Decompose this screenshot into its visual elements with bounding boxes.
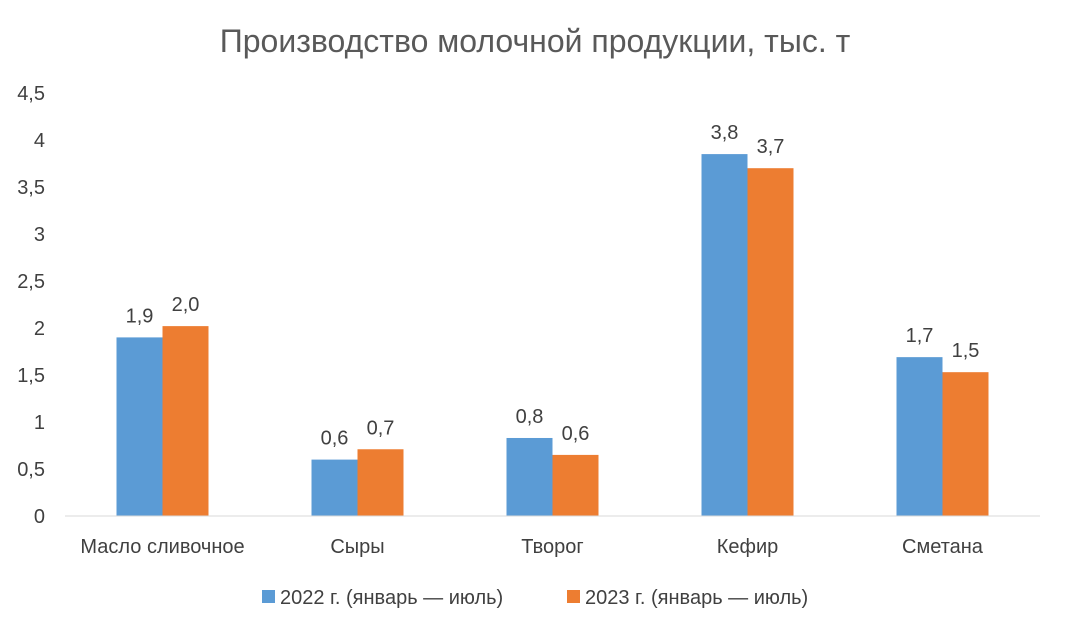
bar (942, 372, 989, 516)
x-axis: Масло сливочное Сыры Творог Кефир Сметана (65, 515, 1040, 558)
legend-label: 2022 г. (январь — июль) (280, 587, 503, 609)
y-tick-label: 2 (34, 318, 45, 340)
x-category-label: Сметана (902, 536, 984, 558)
x-category-label: Кефир (717, 536, 779, 558)
bar (116, 337, 163, 516)
chart-title: Производство молочной продукции, тыс. т (220, 23, 851, 59)
bar (896, 357, 943, 516)
y-tick-label: 3 (34, 224, 45, 246)
x-category-label: Масло сливочное (80, 536, 244, 558)
data-label: 0,6 (321, 428, 349, 450)
y-tick-label: 2,5 (17, 271, 45, 293)
data-labels: 1,9 2,0 0,6 0,7 0,8 0,6 3,8 3,7 1,7 1,5 (126, 122, 980, 450)
bar (162, 326, 209, 516)
bar (701, 154, 748, 516)
legend-swatch (567, 590, 580, 603)
legend-swatch (262, 590, 275, 603)
x-category-label: Сыры (330, 536, 384, 558)
legend: 2022 г. (январь — июль) 2023 г. (январь —… (262, 587, 808, 609)
data-label: 1,5 (952, 340, 980, 362)
y-tick-label: 0 (34, 506, 45, 528)
data-label: 3,8 (711, 122, 739, 144)
data-label: 2,0 (172, 294, 200, 316)
y-tick-label: 3,5 (17, 177, 45, 199)
y-tick-label: 1 (34, 412, 45, 434)
data-label: 0,8 (516, 406, 544, 428)
data-label: 0,7 (367, 417, 395, 439)
legend-label: 2023 г. (январь — июль) (585, 587, 808, 609)
y-tick-label: 0,5 (17, 459, 45, 481)
bar (747, 168, 794, 516)
y-tick-label: 4 (34, 130, 45, 152)
data-label: 1,9 (126, 305, 154, 327)
bar (357, 449, 404, 516)
bar (552, 454, 599, 516)
data-label: 1,7 (906, 325, 934, 347)
data-label: 0,6 (562, 423, 590, 445)
bar (311, 459, 358, 516)
bars (116, 154, 989, 516)
y-axis: 0 0,5 1 1,5 2 2,5 3 3,5 4 4,5 (17, 83, 45, 528)
y-tick-label: 4,5 (17, 83, 45, 105)
y-tick-label: 1,5 (17, 365, 45, 387)
bar (506, 437, 553, 516)
data-label: 3,7 (757, 136, 785, 158)
x-category-label: Творог (521, 536, 583, 558)
